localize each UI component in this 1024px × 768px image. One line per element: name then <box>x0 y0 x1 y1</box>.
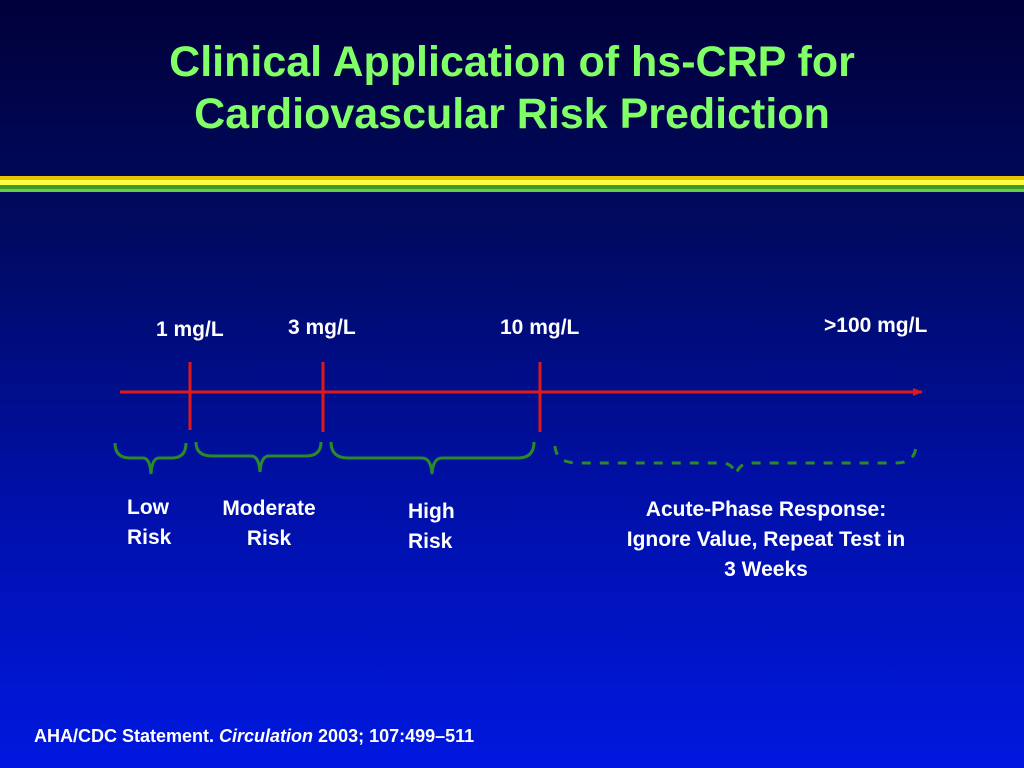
acute-phase-line-1: Acute-Phase Response: <box>645 498 887 521</box>
brace-low-risk <box>113 442 188 475</box>
band-stripe-green-light <box>0 189 1024 192</box>
label-acute-phase: Acute-Phase Response: Ignore Value, Repe… <box>586 495 946 585</box>
high-risk-line-2: Risk <box>408 530 453 553</box>
low-risk-line-1: Low <box>127 496 169 519</box>
slide-title-line-1: Clinical Application of hs-CRP for <box>169 38 855 86</box>
label-low-risk: Low Risk <box>127 493 171 553</box>
citation-suffix: 2003; 107:499–511 <box>313 726 475 746</box>
moderate-risk-line-2: Risk <box>246 527 292 550</box>
threshold-label-100: >100 mg/L <box>824 314 928 337</box>
citation-journal: Circulation <box>219 726 314 746</box>
acute-phase-line-2: Ignore Value, Repeat Test in <box>626 528 906 551</box>
threshold-label-10: 10 mg/L <box>500 316 580 339</box>
band-stripe-yellow <box>0 180 1024 185</box>
threshold-label-3: 3 mg/L <box>288 316 356 339</box>
slide-title-line-2: Cardiovascular Risk Prediction <box>194 90 830 138</box>
band-stripe-green-dark <box>0 185 1024 189</box>
header-divider-band <box>0 176 1024 192</box>
citation: AHA/CDC Statement. Circulation 2003; 107… <box>34 726 474 747</box>
brace-moderate-risk <box>194 441 323 473</box>
threshold-label-1: 1 mg/L <box>156 318 224 341</box>
label-moderate-risk: Moderate Risk <box>205 494 333 554</box>
citation-prefix: AHA/CDC Statement. <box>34 726 220 746</box>
brace-acute-phase <box>553 445 918 479</box>
low-risk-line-2: Risk <box>127 526 172 549</box>
band-stripe-gold <box>0 176 1024 180</box>
brace-high-risk <box>329 441 536 475</box>
slide-title: Clinical Application of hs-CRP for Cardi… <box>0 36 1024 140</box>
moderate-risk-line-1: Moderate <box>222 497 316 520</box>
label-high-risk: High Risk <box>408 497 455 557</box>
high-risk-line-1: High <box>408 500 455 523</box>
acute-phase-line-3: 3 Weeks <box>724 558 808 581</box>
